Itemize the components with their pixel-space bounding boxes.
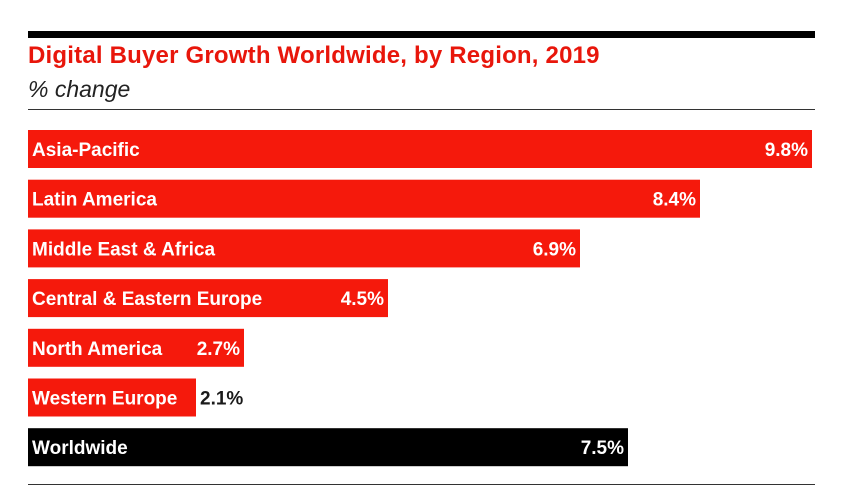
- value-label-latin-america: 8.4%: [653, 190, 696, 211]
- chart-subtitle: % change: [28, 76, 131, 102]
- category-label-north-america: North America: [32, 339, 163, 360]
- bar-central-and-eastern-europe: [28, 279, 388, 318]
- category-label-middle-east-and-africa: Middle East & Africa: [32, 239, 215, 260]
- category-label-worldwide: Worldwide: [32, 438, 128, 459]
- value-label-middle-east-and-africa: 6.9%: [533, 239, 576, 260]
- value-label-worldwide: 7.5%: [581, 438, 624, 459]
- header-divider: [28, 109, 815, 110]
- chart-title: Digital Buyer Growth Worldwide, by Regio…: [28, 42, 600, 69]
- category-label-latin-america: Latin America: [32, 190, 157, 211]
- category-label-asia-pacific: Asia-Pacific: [32, 140, 140, 161]
- category-label-central-and-eastern-europe: Central & Eastern Europe: [32, 289, 262, 310]
- bar-middle-east-and-africa: [28, 229, 580, 268]
- value-label-central-and-eastern-europe: 4.5%: [341, 289, 384, 310]
- value-label-asia-pacific: 9.8%: [765, 140, 808, 161]
- bar-asia-pacific: [28, 130, 812, 168]
- value-label-western-europe: 2.1%: [200, 389, 243, 410]
- bar-north-america: [28, 328, 244, 367]
- bar-worldwide: [28, 428, 628, 467]
- bottom-rule: [28, 484, 815, 485]
- category-label-western-europe: Western Europe: [32, 389, 177, 410]
- value-label-north-america: 2.7%: [197, 339, 240, 360]
- top-rule: [28, 31, 815, 38]
- bar-western-europe: [28, 378, 196, 417]
- bar-latin-america: [28, 179, 700, 218]
